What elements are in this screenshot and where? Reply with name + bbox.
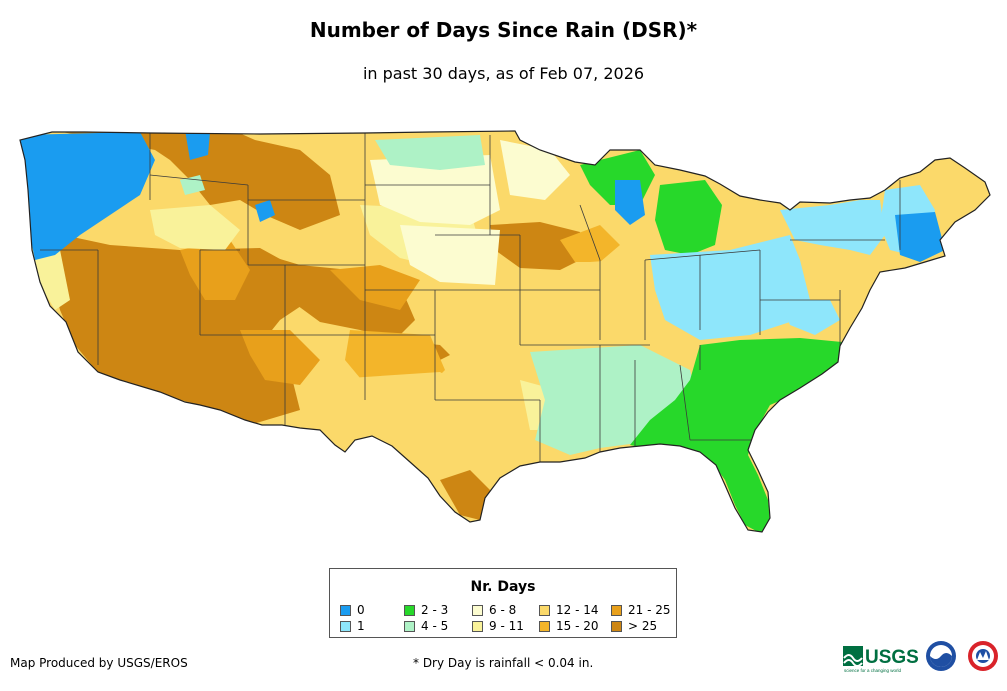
legend-label: 21 - 25 — [628, 603, 671, 617]
agency-logos: USGS science for a changing world — [843, 641, 998, 673]
legend-swatch — [404, 605, 415, 616]
legend-item: 4 - 5 — [404, 620, 448, 633]
credit-text: Map Produced by USGS/EROS — [10, 656, 188, 670]
legend-swatch — [340, 605, 351, 616]
dsr-region — [655, 180, 722, 255]
legend-swatch — [472, 621, 483, 632]
legend-swatch — [404, 621, 415, 632]
dsr-region — [250, 250, 415, 340]
dsr-region — [20, 132, 155, 260]
legend-swatch — [539, 621, 550, 632]
usgs-logo-text: USGS — [865, 647, 919, 668]
nws-logo — [968, 641, 998, 671]
legend-item: 9 - 11 — [472, 620, 524, 633]
dsr-region — [810, 250, 880, 300]
dsr-region — [180, 240, 250, 300]
legend-label: 6 - 8 — [489, 603, 517, 617]
noaa-logo — [926, 641, 956, 671]
legend-item: 2 - 3 — [404, 604, 448, 617]
dsr-region — [375, 135, 485, 170]
dsr-region — [370, 155, 500, 225]
usgs-logo: USGS science for a changing world — [843, 646, 919, 673]
legend-label: 12 - 14 — [556, 603, 599, 617]
dsr-region — [185, 131, 210, 160]
dsr-region — [20, 131, 340, 230]
legend-swatch — [472, 605, 483, 616]
dsr-region — [590, 258, 650, 320]
legend-item: > 25 — [611, 620, 657, 633]
legend-label: 2 - 3 — [421, 603, 449, 617]
legend-item: 12 - 14 — [539, 604, 599, 617]
legend-item: 15 - 20 — [539, 620, 599, 633]
legend-swatch — [611, 621, 622, 632]
legend-label: 15 - 20 — [556, 619, 599, 633]
dsr-region — [400, 225, 500, 285]
dsr-region — [440, 470, 490, 520]
legend-item: 6 - 8 — [472, 604, 516, 617]
dsr-region — [780, 200, 885, 255]
legend-swatch — [539, 605, 550, 616]
legend-item: 1 — [340, 620, 365, 633]
usgs-tagline: science for a changing world — [844, 668, 902, 673]
dsr-region — [150, 205, 240, 250]
state-border — [579, 204, 601, 261]
legend-swatch — [611, 605, 622, 616]
state-border — [149, 174, 249, 186]
dsr-region — [650, 235, 810, 340]
legend-item: 21 - 25 — [611, 604, 671, 617]
dsr-region — [320, 372, 520, 470]
map-title: Number of Days Since Rain (DSR)* — [309, 18, 698, 42]
legend-label: 1 — [357, 619, 365, 633]
legend: Nr. Days 0 1 2 - 3 4 - 5 6 - 8 9 - 11 12 - 14 1… — [329, 568, 677, 638]
dsr-region — [615, 180, 645, 225]
state-borders — [40, 133, 901, 462]
map-subtitle: in past 30 days, as of Feb 07, 2026 — [362, 64, 645, 83]
state-border — [644, 249, 761, 261]
dsr-region — [500, 140, 570, 200]
dsr-region — [780, 300, 840, 335]
dsr-region — [560, 225, 620, 262]
dsr-map — [19, 130, 991, 533]
legend-title: Nr. Days — [470, 579, 536, 595]
legend-label: 9 - 11 — [489, 619, 524, 633]
legend-label: 4 - 5 — [421, 619, 449, 633]
dsr-region — [30, 250, 70, 310]
dsr-region — [330, 265, 420, 310]
dsr-region — [255, 200, 275, 222]
legend-label: > 25 — [628, 619, 658, 633]
dsr-region — [630, 338, 842, 532]
state-border — [679, 364, 691, 441]
dsr-region — [895, 212, 945, 262]
legend-label: 0 — [357, 603, 365, 617]
legend-swatch — [340, 621, 351, 632]
legend-item: 0 — [340, 604, 365, 617]
dsr-region — [490, 222, 590, 270]
footnote-text: * Dry Day is rainfall < 0.04 in. — [413, 656, 594, 670]
dsr-region — [240, 330, 320, 385]
